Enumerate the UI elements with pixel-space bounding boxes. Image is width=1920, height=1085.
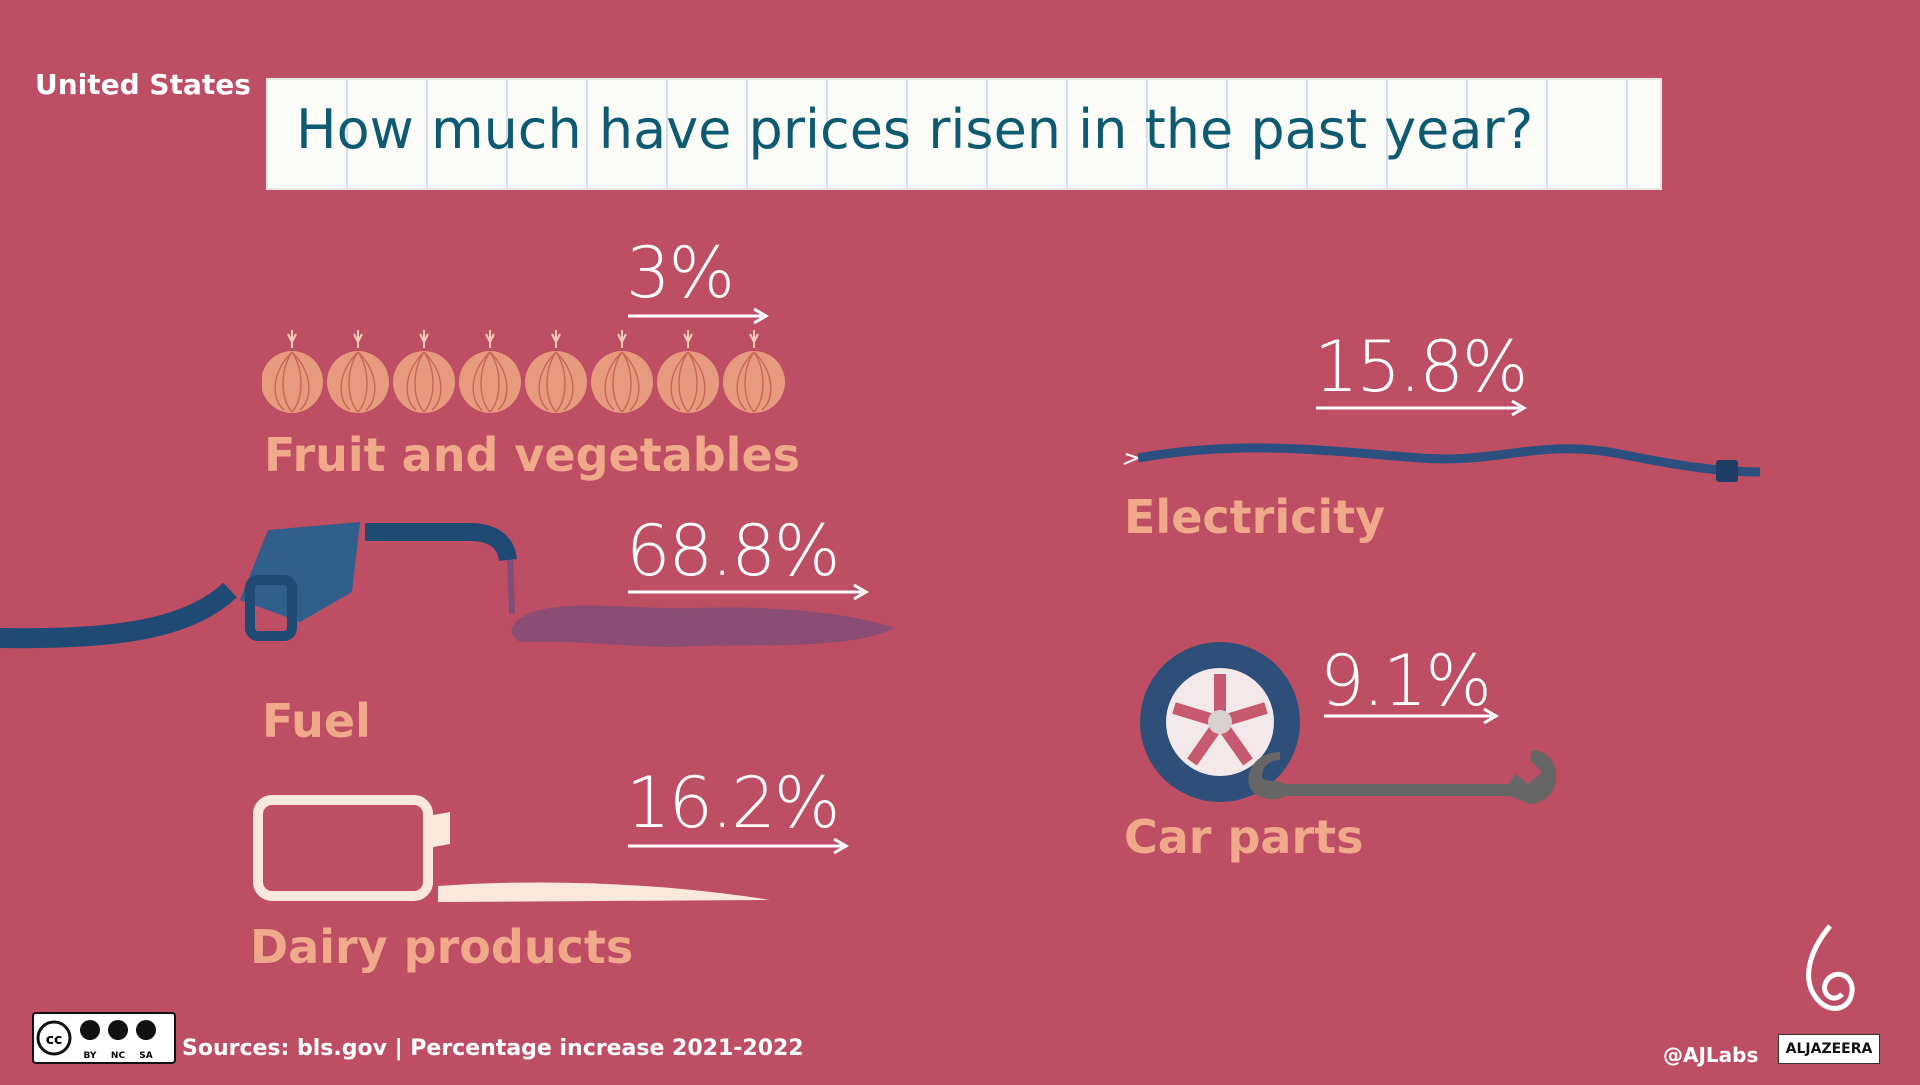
electricity-value: 15.8% <box>1314 326 1528 408</box>
wrench-icon <box>1248 750 1557 804</box>
fuel-arrow <box>628 583 869 601</box>
aljazeera-wordmark: ALJAZEERA <box>1778 1034 1880 1064</box>
car-parts-value: 9.1% <box>1320 640 1492 722</box>
fruit-value: 3% <box>626 232 735 314</box>
country-label: United States <box>35 68 251 101</box>
electricity-arrow <box>1316 399 1527 417</box>
fuel-nozzle-icon <box>0 522 895 649</box>
dairy-arrow <box>628 837 849 855</box>
electricity-label: Electricity <box>1124 490 1386 544</box>
dairy-label: Dairy products <box>250 920 634 974</box>
onion-icon <box>262 329 786 414</box>
fuel-label: Fuel <box>262 694 371 748</box>
car-parts-arrow <box>1324 707 1499 725</box>
cc-license-badge: cc BY NC SA <box>32 1012 176 1064</box>
milk-bottle-icon <box>253 795 770 902</box>
car-parts-label: Car parts <box>1124 810 1364 864</box>
title-card <box>268 80 1660 188</box>
creative-commons-icon: cc BY NC SA <box>36 1020 156 1061</box>
cc-by-label: BY <box>84 1051 97 1061</box>
social-handle: @AJLabs <box>1663 1043 1759 1067</box>
svg-text:cc: cc <box>46 1032 63 1048</box>
sources-note: Sources: bls.gov | Percentage increase 2… <box>182 1036 804 1061</box>
dairy-value: 16.2% <box>626 762 840 844</box>
aljazeera-logo-icon <box>1806 924 1855 1011</box>
cc-sa-label: SA <box>139 1051 152 1061</box>
fruit-label: Fruit and vegetables <box>264 428 801 482</box>
fruit-arrow <box>628 307 769 325</box>
fuel-value: 68.8% <box>626 510 840 592</box>
page-title: How much have prices risen in the past y… <box>296 98 1534 161</box>
cable-icon <box>1123 443 1761 482</box>
cc-nc-label: NC <box>111 1051 126 1061</box>
